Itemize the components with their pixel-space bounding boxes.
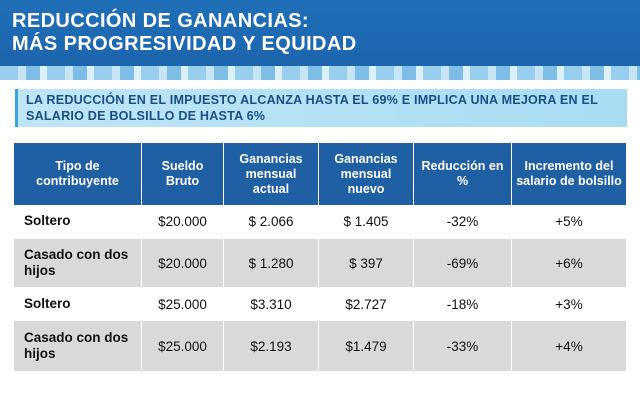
cell-sueldo: $25.000 xyxy=(142,289,224,321)
comparison-table: Tipo de contribuyente Sueldo Bruto Ganan… xyxy=(14,143,626,373)
slide-title-line-1: REDUCCIÓN DE GANANCIAS: xyxy=(12,10,309,32)
cell-sueldo: $20.000 xyxy=(142,205,224,239)
header-incremento: Incremento del salario de bolsillo xyxy=(512,143,626,205)
cell-incremento: +6% xyxy=(512,239,626,289)
table-row: Soltero $25.000 $3.310 $2.727 -18% +3% xyxy=(14,289,626,321)
cell-nuevo: $2.727 xyxy=(319,289,414,321)
subtitle-text: LA REDUCCIÓN EN EL IMPUESTO ALCANZA HAST… xyxy=(26,93,598,123)
cell-actual: $2.193 xyxy=(224,321,319,373)
header-tipo-contribuyente: Tipo de contribuyente xyxy=(14,143,142,205)
cell-actual: $ 2.066 xyxy=(224,205,319,239)
cell-tipo: Casado con dos hijos xyxy=(14,321,142,373)
slide-title-line-2: MÁS PROGRESIVIDAD Y EQUIDAD xyxy=(12,33,357,55)
cell-tipo: Soltero xyxy=(14,289,142,321)
cell-reduccion: -18% xyxy=(414,289,512,321)
header-reduccion: Reducción en % xyxy=(414,143,512,205)
cell-sueldo: $25.000 xyxy=(142,321,224,373)
cell-nuevo: $1.479 xyxy=(319,321,414,373)
header-ganancias-nuevo: Ganancias mensual nuevo xyxy=(319,143,414,205)
header-ganancias-actual: Ganancias mensual actual xyxy=(224,143,319,205)
cell-nuevo: $ 1.405 xyxy=(319,205,414,239)
cell-tipo: Soltero xyxy=(14,205,142,239)
cell-reduccion: -33% xyxy=(414,321,512,373)
table-row: Casado con dos hijos $20.000 $ 1.280 $ 3… xyxy=(14,239,626,289)
cell-actual: $3.310 xyxy=(224,289,319,321)
cell-reduccion: -69% xyxy=(414,239,512,289)
slide-title: REDUCCIÓN DE GANANCIAS: MÁS PROGRESIVIDA… xyxy=(12,10,357,56)
table-row: Soltero $20.000 $ 2.066 $ 1.405 -32% +5% xyxy=(14,205,626,239)
cell-tipo: Casado con dos hijos xyxy=(14,239,142,289)
cell-actual: $ 1.280 xyxy=(224,239,319,289)
title-bar: REDUCCIÓN DE GANANCIAS: MÁS PROGRESIVIDA… xyxy=(0,0,640,66)
cell-nuevo: $ 397 xyxy=(319,239,414,289)
table-row: Casado con dos hijos $25.000 $2.193 $1.4… xyxy=(14,321,626,373)
cell-sueldo: $20.000 xyxy=(142,239,224,289)
header-sueldo-bruto: Sueldo Bruto xyxy=(142,143,224,205)
cell-reduccion: -32% xyxy=(414,205,512,239)
cell-incremento: +4% xyxy=(512,321,626,373)
decorative-stripes xyxy=(0,66,640,80)
table-header-row: Tipo de contribuyente Sueldo Bruto Ganan… xyxy=(14,143,626,205)
subtitle-banner: LA REDUCCIÓN EN EL IMPUESTO ALCANZA HAST… xyxy=(15,89,627,127)
cell-incremento: +5% xyxy=(512,205,626,239)
cell-incremento: +3% xyxy=(512,289,626,321)
